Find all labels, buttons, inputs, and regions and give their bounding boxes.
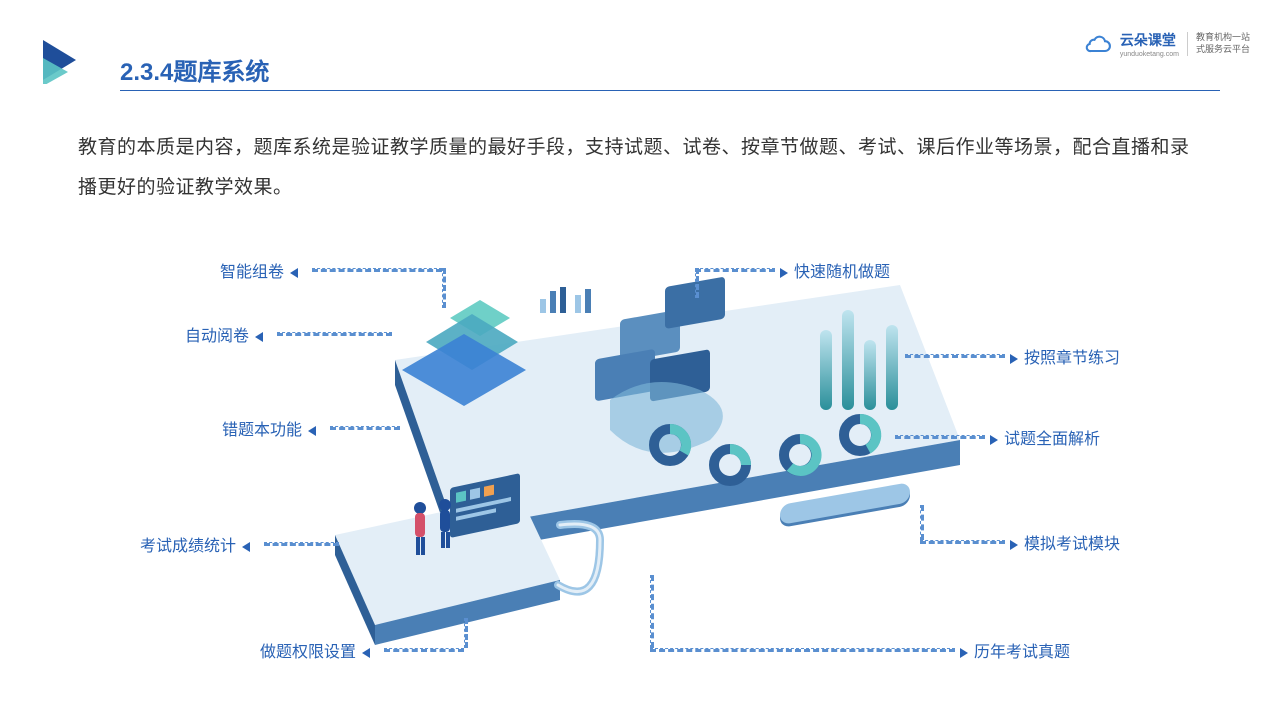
feature-quick-random: 快速随机做题	[780, 258, 890, 282]
feature-past-exams: 历年考试真题	[960, 638, 1070, 662]
logo-url: yunduoketang.com	[1120, 51, 1179, 58]
feature-chapter-practice: 按照章节练习	[1010, 344, 1120, 368]
logo-tagline: 教育机构一站 式服务云平台	[1187, 32, 1250, 55]
section-description: 教育的本质是内容，题库系统是验证教学质量的最好手段，支持试题、试卷、按章节做题、…	[78, 128, 1202, 208]
feature-full-analysis: 试题全面解析	[990, 425, 1100, 449]
feature-auto-grading: 自动阅卷	[185, 322, 263, 346]
section-title: 2.3.4题库系统	[120, 52, 269, 87]
cloud-icon	[1084, 34, 1112, 54]
feature-smart-assembly: 智能组卷	[220, 258, 298, 282]
title-underline	[120, 90, 1220, 91]
feature-mock-exam: 模拟考试模块	[1010, 530, 1120, 554]
brand-logo: 云朵课堂 yunduoketang.com 教育机构一站 式服务云平台	[1084, 30, 1250, 58]
feature-permission: 做题权限设置	[260, 638, 370, 662]
feature-wrong-book: 错题本功能	[222, 416, 316, 440]
logo-brand-text: 云朵课堂	[1120, 30, 1179, 50]
isometric-platform-illustration	[0, 230, 1280, 690]
feature-diagram: 智能组卷 自动阅卷 错题本功能 考试成绩统计 做题权限设置 快速随机做题 按照章…	[0, 230, 1280, 690]
feature-score-stats: 考试成绩统计	[140, 532, 250, 556]
header-play-icon	[38, 38, 84, 89]
